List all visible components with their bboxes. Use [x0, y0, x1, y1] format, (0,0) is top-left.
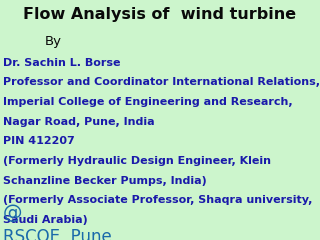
- Text: (Formerly Hydraulic Design Engineer, Klein: (Formerly Hydraulic Design Engineer, Kle…: [3, 156, 271, 166]
- Text: PIN 412207: PIN 412207: [3, 136, 75, 146]
- Text: Schanzline Becker Pumps, India): Schanzline Becker Pumps, India): [3, 176, 207, 186]
- Text: RSCOE, Pune: RSCOE, Pune: [3, 228, 112, 240]
- Text: Flow Analysis of  wind turbine: Flow Analysis of wind turbine: [23, 7, 297, 22]
- Text: Nagar Road, Pune, India: Nagar Road, Pune, India: [3, 117, 155, 127]
- Text: Saudi Arabia): Saudi Arabia): [3, 215, 88, 225]
- Text: Imperial College of Engineering and Research,: Imperial College of Engineering and Rese…: [3, 97, 293, 107]
- Text: (Formerly Associate Professor, Shaqra university,: (Formerly Associate Professor, Shaqra un…: [3, 195, 313, 205]
- Text: Professor and Coordinator International Relations,: Professor and Coordinator International …: [3, 77, 320, 87]
- Text: Dr. Sachin L. Borse: Dr. Sachin L. Borse: [3, 58, 121, 68]
- Text: By: By: [45, 35, 62, 48]
- Text: @: @: [3, 204, 23, 223]
